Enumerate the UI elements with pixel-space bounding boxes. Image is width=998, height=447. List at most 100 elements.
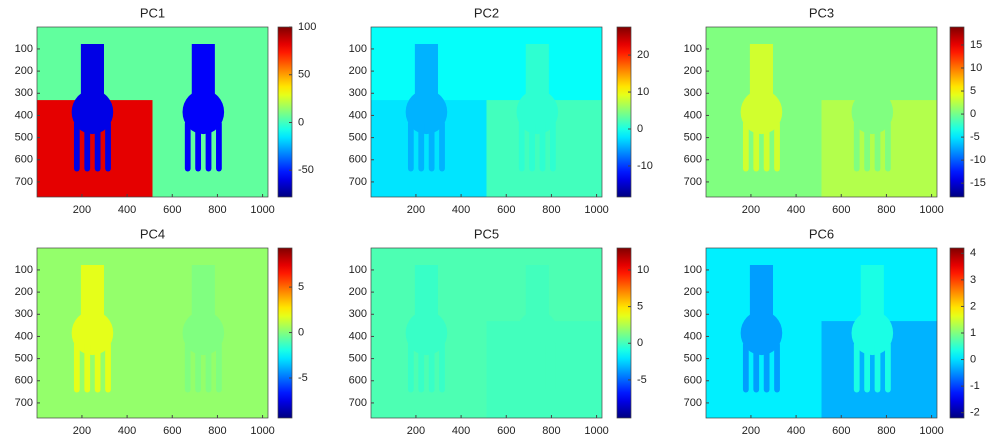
hand-finger: [874, 341, 881, 393]
hand-palm: [516, 310, 559, 356]
y-tick-label: 600: [684, 154, 702, 166]
panel: PC4 200 400 600 800 1000 100 200 300 400 500 600 700…: [15, 226, 308, 436]
colorbar-tick-label: 5: [298, 281, 304, 293]
hand-finger: [874, 120, 881, 172]
panel-title: PC5: [474, 226, 499, 241]
colorbar-tick-label: 100: [298, 21, 316, 33]
hand-wrist: [414, 265, 438, 316]
y-tick-label: 500: [15, 353, 33, 365]
axes-box: [705, 26, 938, 198]
colorbar-tick-label: 0: [637, 123, 643, 135]
colorbar-tick-label: 5: [970, 85, 976, 97]
x-tick-label: 200: [407, 204, 425, 216]
y-tick-label: 600: [15, 375, 33, 387]
y-tick-label: 400: [349, 330, 367, 342]
colorbar: [616, 247, 632, 419]
x-tick-label: 800: [208, 204, 226, 216]
x-tick-label: 800: [542, 204, 560, 216]
x-tick-label: 400: [118, 204, 136, 216]
hand-finger: [407, 120, 414, 172]
hand-finger: [763, 341, 770, 393]
colorbar-tick-label: -50: [298, 164, 314, 176]
y-tick-label: 400: [684, 330, 702, 342]
x-tick-label: 600: [163, 204, 181, 216]
hand-palm: [851, 310, 894, 356]
colorbar-tick-label: 10: [637, 86, 649, 98]
hand-finger: [94, 341, 101, 393]
hand-finger: [195, 120, 202, 172]
x-tick-label: 1000: [584, 425, 608, 437]
x-tick-label: 600: [163, 425, 181, 437]
hand-finger: [529, 341, 536, 393]
hand-finger: [550, 341, 556, 393]
y-tick-label: 700: [349, 176, 367, 188]
y-tick-label: 100: [349, 43, 367, 55]
x-tick-label: 400: [787, 204, 805, 216]
colorbar-tick-label: 10: [970, 62, 982, 74]
colorbar-tick-label: 10: [637, 264, 649, 276]
axes-box: [370, 26, 603, 198]
colorbar-tick-label: -10: [637, 160, 653, 172]
y-tick-label: 400: [15, 330, 33, 342]
image: [706, 27, 937, 197]
hand-finger: [418, 120, 425, 172]
colorbar-tick-label: -5: [970, 131, 980, 143]
hand-finger: [763, 120, 770, 172]
colorbar-tick-label: 1: [970, 327, 976, 339]
hand-wrist: [860, 265, 884, 316]
y-tick-label: 100: [684, 264, 702, 276]
x-tick-label: 600: [497, 425, 515, 437]
axes-box: [36, 247, 269, 419]
colorbar-tick-label: -15: [970, 177, 986, 189]
hand-wrist: [414, 44, 438, 95]
hand-finger: [439, 341, 445, 393]
hand-finger: [539, 341, 546, 393]
hand-wrist: [860, 44, 884, 95]
x-tick-label: 800: [542, 425, 560, 437]
hand-finger: [885, 120, 891, 172]
x-tick-label: 200: [742, 204, 760, 216]
image: [371, 248, 602, 418]
hand-finger: [529, 120, 536, 172]
y-tick-label: 300: [15, 87, 33, 99]
colorbar-tick-label: 2: [970, 300, 976, 312]
y-tick-label: 200: [349, 65, 367, 77]
y-tick-label: 600: [349, 154, 367, 166]
hand-finger: [853, 341, 860, 393]
hand-palm: [851, 89, 894, 135]
y-tick-label: 300: [349, 87, 367, 99]
hand-finger: [774, 120, 780, 172]
x-tick-label: 200: [742, 425, 760, 437]
y-tick-label: 300: [15, 308, 33, 320]
hand-finger: [518, 120, 525, 172]
panel-title: PC3: [809, 5, 834, 20]
hand-finger: [84, 120, 91, 172]
hand-finger: [73, 341, 80, 393]
x-tick-label: 1000: [919, 204, 943, 216]
hand-finger: [539, 120, 546, 172]
y-tick-label: 700: [349, 397, 367, 409]
axes-box: [370, 247, 603, 419]
hand-finger: [94, 120, 101, 172]
y-tick-label: 200: [684, 286, 702, 298]
hand-finger: [774, 341, 780, 393]
y-tick-label: 600: [15, 154, 33, 166]
hand-finger: [753, 341, 760, 393]
x-tick-label: 400: [787, 425, 805, 437]
hand-palm: [405, 89, 448, 135]
y-tick-label: 100: [349, 264, 367, 276]
x-tick-label: 400: [452, 425, 470, 437]
hand-finger: [184, 341, 191, 393]
colorbar: [949, 26, 965, 198]
y-tick-label: 500: [684, 132, 702, 144]
hand-palm: [182, 310, 225, 356]
x-tick-label: 600: [497, 204, 515, 216]
hand-finger: [184, 120, 191, 172]
x-tick-label: 1000: [250, 204, 274, 216]
hand-wrist: [191, 44, 215, 95]
hand-finger: [105, 341, 111, 393]
x-tick-label: 800: [877, 425, 895, 437]
